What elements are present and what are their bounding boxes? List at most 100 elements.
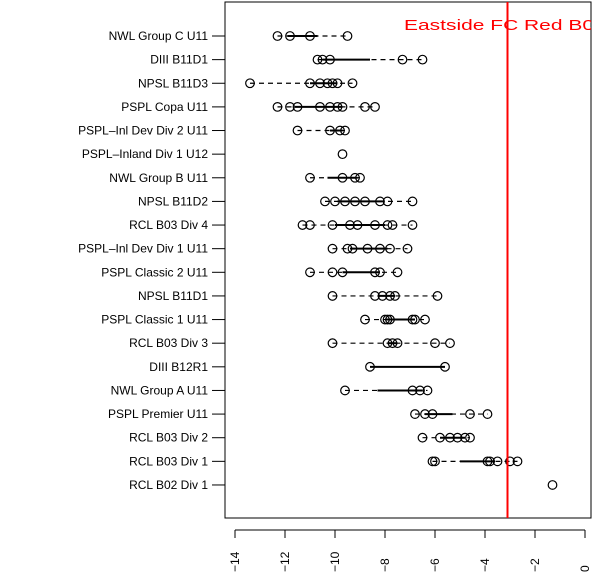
x-tick-label: −2 <box>528 558 542 572</box>
data-point <box>382 220 393 230</box>
data-point <box>485 456 495 467</box>
data-point <box>407 196 418 207</box>
data-point <box>285 31 295 41</box>
data-point <box>370 220 380 230</box>
data-point <box>452 432 463 443</box>
data-point <box>465 432 475 443</box>
data-point <box>350 196 360 207</box>
data-point <box>392 338 403 349</box>
category-label: NPSL B11D2 <box>138 194 208 208</box>
data-point <box>482 456 493 467</box>
data-point <box>362 243 373 254</box>
data-point <box>332 78 343 89</box>
data-point <box>327 338 338 349</box>
data-point <box>422 385 433 396</box>
data-point <box>325 101 335 112</box>
category-row <box>427 456 523 467</box>
data-point <box>385 243 395 254</box>
category-label: DIII B12R1 <box>149 360 208 374</box>
data-point <box>320 196 330 207</box>
category-row <box>340 385 433 396</box>
data-point <box>387 338 398 349</box>
category-label: PSPL–Inl Dev Div 1 U11 <box>78 242 208 256</box>
data-point <box>402 243 413 254</box>
data-point <box>327 78 338 89</box>
data-point <box>432 291 443 301</box>
data-point <box>420 409 430 419</box>
category-label: NPSL B11D1 <box>138 289 208 303</box>
data-point <box>335 125 345 136</box>
data-point <box>375 196 385 207</box>
data-point <box>382 338 393 349</box>
data-point <box>285 101 295 112</box>
data-point <box>337 267 348 278</box>
data-point <box>397 54 408 65</box>
data-point <box>305 78 315 89</box>
category-row <box>337 149 348 160</box>
category-row <box>305 172 365 183</box>
data-point <box>410 409 420 419</box>
data-point <box>390 291 400 301</box>
data-point <box>417 54 428 65</box>
data-point <box>445 432 455 443</box>
data-point <box>385 314 395 325</box>
category-row <box>417 432 475 443</box>
data-point <box>305 267 315 278</box>
data-point <box>385 291 395 301</box>
data-point <box>327 243 338 254</box>
category-label: NWL Group A U11 <box>111 383 209 397</box>
data-point <box>380 314 390 325</box>
data-point <box>415 385 425 396</box>
data-point <box>340 196 350 207</box>
data-point <box>297 220 308 230</box>
plot-frame <box>224 1 592 519</box>
data-point <box>272 31 283 41</box>
data-point <box>325 54 335 65</box>
data-point <box>430 338 440 349</box>
data-point <box>512 456 523 467</box>
data-point <box>440 361 450 372</box>
data-point <box>492 456 503 467</box>
data-point <box>465 409 475 419</box>
category-label: PSPL Classic 2 U11 <box>101 265 208 279</box>
data-point <box>292 125 303 136</box>
data-point <box>347 78 358 89</box>
category-label: RCL B03 Div 4 <box>129 218 208 232</box>
data-point <box>370 291 380 301</box>
data-point <box>547 480 558 490</box>
data-point <box>382 196 393 207</box>
category-row <box>272 31 353 41</box>
category-labels: NWL Group C U11 DIII B11D1 NPSL B11D3 PSPL … <box>78 29 208 492</box>
reference-line-label: Eastside FC Red B0 <box>404 17 594 34</box>
x-tick-label: −6 <box>428 558 442 572</box>
category-row <box>312 54 428 65</box>
category-label: RCL B02 Div 1 <box>129 478 208 492</box>
data-point <box>340 125 350 136</box>
category-row <box>365 361 450 372</box>
data-point <box>427 409 438 419</box>
data-point <box>375 243 385 254</box>
x-tick-label: −8 <box>378 558 392 572</box>
category-label: RCL B03 Div 3 <box>129 336 208 350</box>
category-row <box>245 78 358 89</box>
data-rows <box>245 31 558 490</box>
category-row <box>292 125 350 136</box>
category-label: PSPL Copa U11 <box>121 100 208 114</box>
data-point <box>337 172 348 183</box>
data-point <box>315 78 325 89</box>
category-label: RCL B03 Div 1 <box>129 454 208 468</box>
category-row <box>327 338 455 349</box>
category-ticks <box>212 35 225 486</box>
category-label: PSPL Classic 1 U11 <box>101 313 208 327</box>
data-point <box>370 101 380 112</box>
data-point <box>245 78 255 89</box>
data-point <box>410 314 420 325</box>
category-row <box>327 291 443 301</box>
data-point <box>435 432 445 443</box>
category-row <box>360 314 430 325</box>
data-point <box>445 338 455 349</box>
data-point <box>407 314 418 325</box>
x-tick-label: −14 <box>228 551 242 572</box>
data-point <box>360 101 370 112</box>
